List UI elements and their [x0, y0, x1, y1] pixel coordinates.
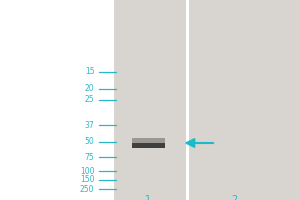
Bar [132, 138, 165, 142]
Text: 15: 15 [85, 68, 94, 76]
Bar [114, 0, 300, 200]
Text: 250: 250 [80, 184, 94, 194]
Text: 50: 50 [85, 138, 94, 146]
Text: 25: 25 [85, 96, 94, 104]
Text: 1: 1 [146, 195, 152, 200]
Text: 37: 37 [85, 120, 94, 130]
Bar [186, 0, 189, 200]
Bar [132, 142, 165, 148]
Text: 2: 2 [231, 195, 237, 200]
Text: 150: 150 [80, 176, 94, 184]
Text: 20: 20 [85, 84, 94, 93]
Text: 75: 75 [85, 152, 94, 162]
Text: 100: 100 [80, 166, 94, 176]
